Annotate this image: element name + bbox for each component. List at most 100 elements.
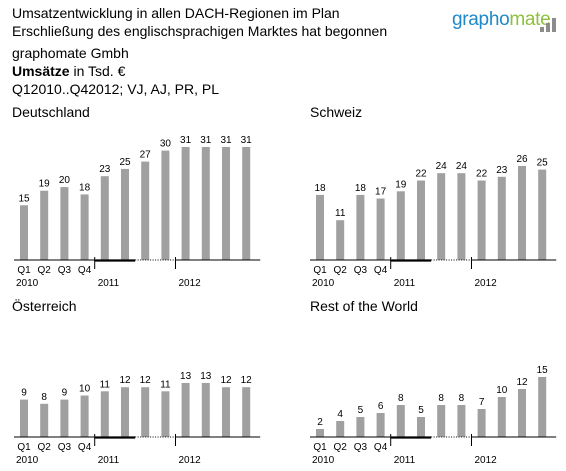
data-label: 30 — [160, 139, 172, 150]
tick-label-quarter: Q1 — [313, 265, 327, 276]
data-label: 24 — [436, 161, 448, 172]
measure-label: Umsätze in Tsd. € — [12, 63, 125, 80]
bar-q1-2010 — [20, 400, 28, 437]
chart-title-oesterreich: Österreich — [12, 298, 77, 314]
chart-oesterreich: 9 8 9 10 11 12 12 11 13 13 12 12 Q1 Q2 Q3 Q4 2010 2011 201… — [0, 325, 283, 471]
bar-q4-2011 — [161, 151, 169, 260]
bar-q2-2012 — [498, 397, 506, 437]
data-label: 5 — [358, 405, 364, 416]
bar-q1-2010 — [20, 205, 28, 260]
bar-q1-2011 — [397, 405, 405, 437]
tick-label-quarter: Q2 — [334, 442, 348, 453]
bar-q3-2010 — [356, 417, 364, 437]
tick-label-quarter: Q3 — [354, 442, 368, 453]
data-label: 23 — [496, 165, 508, 176]
bar-q4-2011 — [161, 391, 169, 437]
bar-q1-2011 — [101, 391, 109, 437]
bar-q4-2012 — [242, 147, 250, 260]
bar-q4-2010 — [377, 413, 385, 437]
data-label: 13 — [200, 371, 212, 382]
data-label: 18 — [355, 183, 367, 194]
data-label: 22 — [415, 169, 427, 180]
data-label: 8 — [398, 393, 404, 404]
data-label: 9 — [21, 388, 27, 399]
data-label: 2 — [317, 417, 323, 428]
data-label: 26 — [516, 154, 528, 165]
data-label: 25 — [119, 157, 131, 168]
tick-label-quarter: Q1 — [17, 265, 31, 276]
data-label: 12 — [140, 375, 152, 386]
bar-q1-2011 — [101, 176, 109, 260]
data-label: 31 — [220, 135, 232, 146]
bar-q3-2011 — [437, 173, 445, 260]
bar-q4-2011 — [457, 405, 465, 437]
bar-q4-2012 — [242, 387, 250, 437]
bar-q3-2011 — [437, 405, 445, 437]
data-label: 12 — [220, 375, 232, 386]
bar-q2-2011 — [417, 417, 425, 437]
tick-label-quarter: Q4 — [78, 265, 92, 276]
bar-q2-2010 — [40, 404, 48, 437]
data-label: 11 — [335, 208, 346, 219]
graphomate-logo: graphomate — [452, 9, 550, 31]
bar-q1-2012 — [478, 181, 486, 261]
bar-q3-2012 — [518, 166, 526, 260]
tick-label-year: 2011 — [394, 455, 416, 466]
tick-label-quarter: Q1 — [313, 442, 327, 453]
data-label: 13 — [180, 371, 192, 382]
bar-q3-2010 — [60, 187, 68, 260]
tick-label-quarter: Q2 — [38, 442, 52, 453]
tick-label-quarter: Q3 — [354, 265, 368, 276]
tick-label-year: 2012 — [179, 278, 202, 289]
chart-title-rest-of-world: Rest of the World — [310, 298, 418, 314]
data-label: 8 — [438, 393, 444, 404]
bar-q3-2012 — [222, 387, 230, 437]
bar-q3-2011 — [141, 387, 149, 437]
tick-label-year: 2010 — [312, 278, 335, 289]
tick-label-quarter: Q2 — [334, 265, 348, 276]
bar-q3-2012 — [222, 147, 230, 260]
data-label: 27 — [140, 150, 152, 161]
bar-q2-2011 — [417, 181, 425, 261]
bar-q4-2011 — [457, 173, 465, 260]
data-label: 7 — [479, 397, 485, 408]
bar-q2-2011 — [121, 169, 129, 260]
bar-q2-2012 — [202, 383, 210, 437]
bar-q2-2010 — [40, 191, 48, 260]
data-label: 19 — [39, 179, 51, 190]
company-name: graphomate Gmbh — [12, 45, 129, 62]
data-label: 23 — [99, 164, 111, 175]
tick-label-year: 2011 — [98, 455, 120, 466]
period-label: Q12010..Q42012; VJ, AJ, PR, PL — [12, 81, 219, 98]
data-label: 9 — [62, 388, 68, 399]
bar-q4-2012 — [538, 377, 546, 437]
tick-label-year: 2010 — [16, 278, 39, 289]
data-label: 22 — [476, 169, 488, 180]
data-label: 12 — [241, 375, 253, 386]
bar-q2-2012 — [498, 177, 506, 260]
headline-1: Umsatzentwicklung in allen DACH-Regionen… — [12, 5, 340, 22]
bar-q4-2010 — [81, 194, 89, 260]
tick-label-year: 2011 — [394, 278, 416, 289]
data-label: 5 — [418, 405, 424, 416]
data-label: 12 — [119, 375, 131, 386]
bar-q3-2010 — [60, 400, 68, 437]
data-label: 15 — [18, 193, 30, 204]
data-label: 18 — [314, 183, 326, 194]
bar-q3-2012 — [518, 389, 526, 437]
bar-q2-2011 — [121, 387, 129, 437]
chart-title-deutschland: Deutschland — [12, 104, 90, 120]
tick-label-quarter: Q4 — [374, 265, 388, 276]
data-label: 31 — [180, 135, 192, 146]
tick-label-quarter: Q4 — [374, 442, 388, 453]
headline-2: Erschließung des englischsprachigen Mark… — [12, 23, 387, 40]
data-label: 24 — [456, 161, 468, 172]
bar-q1-2012 — [478, 409, 486, 437]
bar-q3-2010 — [356, 195, 364, 260]
data-label: 31 — [200, 135, 212, 146]
tick-label-quarter: Q3 — [58, 265, 72, 276]
chart-deutschland: 15 19 20 18 23 25 27 30 31 31 31 31 Q1 Q2 Q3 Q4 2010 2011… — [0, 130, 283, 295]
data-label: 19 — [395, 179, 407, 190]
bar-q1-2011 — [397, 191, 405, 260]
data-label: 10 — [79, 384, 91, 395]
